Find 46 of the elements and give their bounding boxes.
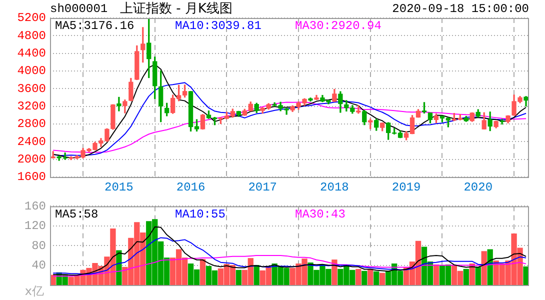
bar <box>254 264 260 285</box>
x-tick-label: 2015 <box>104 180 134 194</box>
candlestick <box>500 118 504 125</box>
y-tick-label: 1600 <box>17 170 46 184</box>
bar <box>200 259 206 285</box>
bar <box>356 268 362 285</box>
x-tick-label: 2019 <box>392 180 421 194</box>
y-tick-label: 4400 <box>17 46 46 61</box>
y-tick-label: 2000 <box>17 152 46 167</box>
series-label: MA10:55 <box>175 207 226 222</box>
bar <box>380 272 386 285</box>
candlestick <box>116 96 122 112</box>
text: MA30:43 <box>295 207 346 222</box>
bar <box>368 268 374 285</box>
y-tick-label: 3600 <box>17 82 46 96</box>
x-tick-label: 2020 <box>464 180 493 194</box>
y-tick-label: 120 <box>24 219 46 234</box>
bar <box>332 260 338 285</box>
bar <box>236 270 242 285</box>
y-tick-label: 4000 <box>17 64 46 78</box>
chart-title: 上证指数 - 月K线图 <box>120 1 232 16</box>
bar <box>433 264 440 285</box>
text: MA5:58 <box>55 207 98 222</box>
y-tick-label: 160 <box>24 199 46 214</box>
y-tick-label: 5200 <box>17 11 46 26</box>
bar <box>481 251 487 285</box>
text: sh000001 <box>50 2 108 16</box>
text: MA5:3176.16 <box>55 19 134 34</box>
y-tick-label: 80 <box>32 238 46 253</box>
bar <box>475 266 481 285</box>
bar <box>362 270 368 285</box>
y-tick-label: 2800 <box>17 117 46 132</box>
x-tick-label: 2018 <box>320 180 349 194</box>
text: MA10:3039.81 <box>175 19 262 34</box>
x-tick-label: 2017 <box>248 180 278 194</box>
x-tick-label: 2016 <box>176 180 206 194</box>
y-tick-label: 2400 <box>17 134 46 149</box>
bar <box>374 271 380 285</box>
text: 2020-09-18 15:00:00 <box>392 2 529 16</box>
y-tick-label: 4800 <box>17 28 46 43</box>
y-tick-label: 3200 <box>17 100 46 114</box>
bar <box>116 250 122 285</box>
bar <box>463 268 469 285</box>
y-axis-title: x亿 <box>24 284 44 298</box>
text: MA30:2920.94 <box>295 19 382 34</box>
y-tick-label: 40 <box>32 258 46 272</box>
